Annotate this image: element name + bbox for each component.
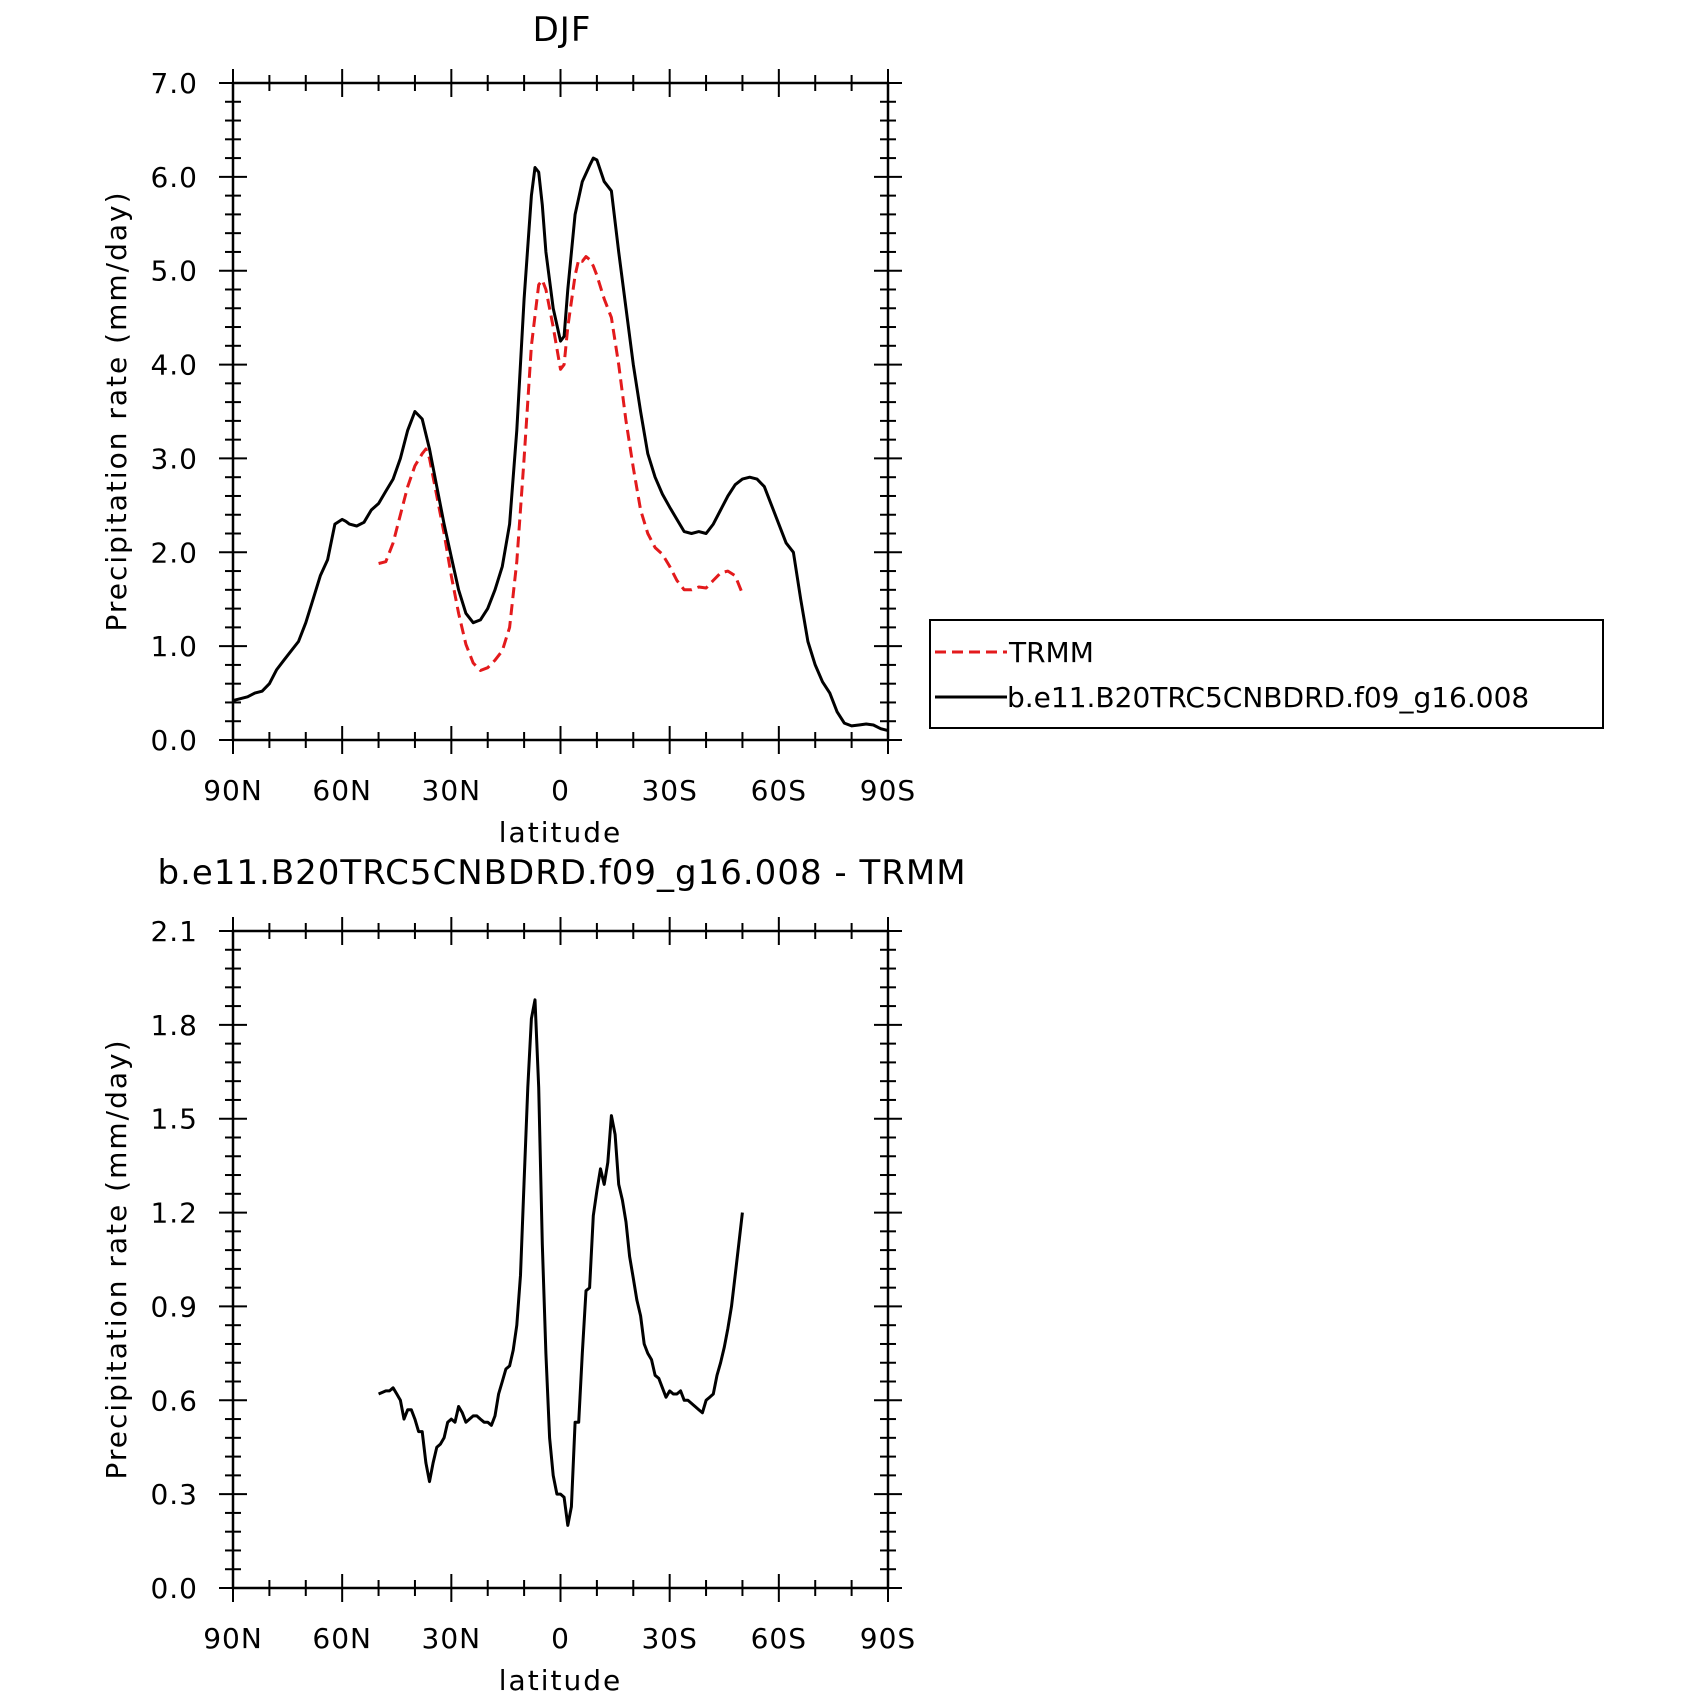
- bottom-x-tick-label: 30S: [641, 1622, 697, 1655]
- bottom-x-tick-label: 90S: [860, 1622, 916, 1655]
- top-y-tick-label: 1.0: [150, 630, 198, 663]
- bottom-x-tick-label: 90N: [203, 1622, 263, 1655]
- bottom-x-tick-label: 60N: [312, 1622, 372, 1655]
- bottom-chart: b.e11.B20TRC5CNBDRD.f09_g16.008 - TRMM 9…: [100, 853, 966, 1697]
- top-x-axis-label: latitude: [499, 816, 622, 849]
- bottom-y-tick-label: 0.3: [150, 1478, 198, 1511]
- bottom-y-tick-labels: 0.0 0.3 0.6 0.9 1.2 1.5 1.8 2.1: [150, 915, 198, 1605]
- top-y-axis-label: Precipitation rate (mm/day): [100, 190, 133, 631]
- top-x-tick-label: 30N: [422, 774, 482, 807]
- top-x-tick-label: 30S: [641, 774, 697, 807]
- bottom-plot-area: [219, 917, 902, 1602]
- top-x-tick-labels: 90N 60N 30N 0 30S 60S 90S: [203, 774, 916, 807]
- top-y-tick-label: 4.0: [150, 349, 198, 382]
- bottom-y-tick-label: 2.1: [150, 915, 198, 948]
- bottom-plot-frame: [231, 929, 890, 1590]
- top-axis-ticks: [219, 69, 902, 754]
- bottom-x-axis-label: latitude: [499, 1664, 622, 1697]
- top-y-tick-label: 2.0: [150, 536, 198, 569]
- bottom-y-tick-label: 1.8: [150, 1009, 198, 1042]
- top-x-tick-label: 60S: [751, 774, 807, 807]
- top-x-tick-label: 90N: [203, 774, 263, 807]
- top-x-tick-label: 0: [551, 774, 570, 807]
- bottom-axis-ticks: [219, 917, 902, 1602]
- legend-box: [929, 619, 1604, 729]
- bottom-y-axis-label: Precipitation rate (mm/day): [100, 1038, 133, 1479]
- bottom-series-lines: [378, 998, 744, 1527]
- bottom-chart-title: b.e11.B20TRC5CNBDRD.f09_g16.008 - TRMM: [157, 853, 966, 893]
- top-series-line-0: [378, 255, 744, 672]
- top-y-tick-label: 7.0: [150, 67, 198, 100]
- top-chart: DJF 90N 60N 30N 0 30S 60S 90S 0.0 1.0 2.…: [100, 10, 1604, 849]
- bottom-series-line-0: [378, 998, 744, 1527]
- bottom-x-tick-label: 30N: [422, 1622, 482, 1655]
- bottom-y-tick-label: 1.5: [150, 1103, 198, 1136]
- bottom-x-tick-labels: 90N 60N 30N 0 30S 60S 90S: [203, 1622, 916, 1655]
- top-y-tick-labels: 0.0 1.0 2.0 3.0 4.0 5.0 6.0 7.0: [150, 67, 198, 757]
- bottom-x-tick-label: 0: [551, 1622, 570, 1655]
- top-x-tick-label: 90S: [860, 774, 916, 807]
- top-y-tick-label: 6.0: [150, 161, 198, 194]
- top-y-tick-label: 5.0: [150, 255, 198, 288]
- top-plot-area: [219, 69, 902, 754]
- top-plot-frame: [231, 81, 890, 742]
- top-series-line-1: [232, 156, 889, 733]
- legend: TRMM b.e11.B20TRC5CNBDRD.f09_g16.008: [929, 619, 1604, 729]
- bottom-y-tick-label: 0.0: [150, 1572, 198, 1605]
- bottom-y-tick-label: 0.6: [150, 1384, 198, 1417]
- bottom-y-tick-label: 0.9: [150, 1290, 198, 1323]
- legend-label-trmm: TRMM: [1008, 636, 1094, 669]
- bottom-x-tick-label: 60S: [751, 1622, 807, 1655]
- top-y-tick-label: 3.0: [150, 442, 198, 475]
- top-y-tick-label: 0.0: [150, 724, 198, 757]
- bottom-y-tick-label: 1.2: [150, 1197, 198, 1230]
- top-chart-title: DJF: [533, 10, 592, 50]
- top-series-lines: [232, 156, 889, 733]
- legend-label-model: b.e11.B20TRC5CNBDRD.f09_g16.008: [1007, 681, 1529, 714]
- top-x-tick-label: 60N: [312, 774, 372, 807]
